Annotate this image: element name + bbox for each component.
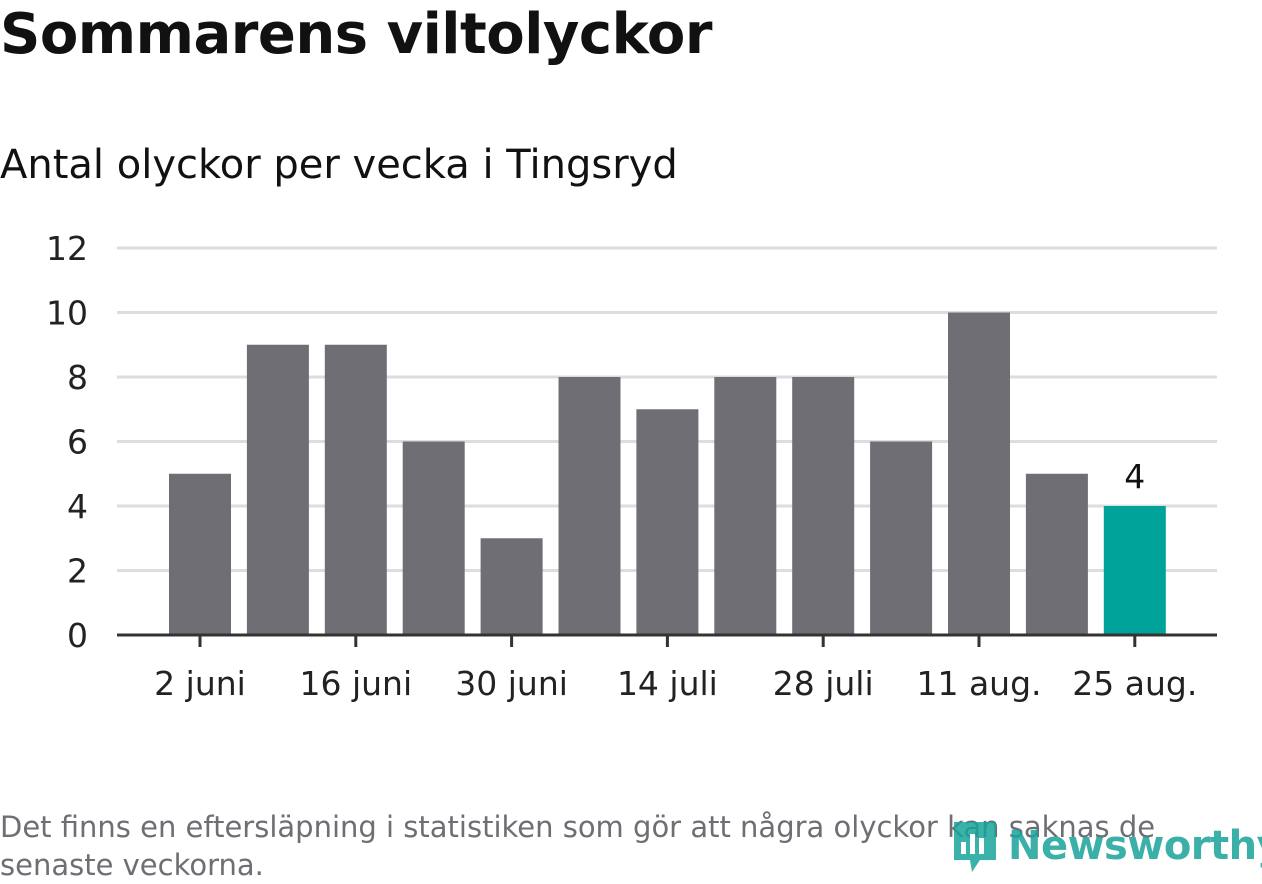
x-tick-label: 30 juni	[455, 664, 568, 703]
bar	[480, 538, 543, 635]
bar	[324, 344, 387, 635]
y-tick-label: 8	[67, 358, 88, 397]
newsworthy-logo: Newsworthy	[950, 816, 1262, 876]
newsworthy-logo-icon	[954, 822, 996, 872]
bar	[1103, 506, 1166, 635]
bar	[792, 377, 855, 635]
x-tick-label: 16 juni	[299, 664, 412, 703]
bar	[948, 312, 1010, 635]
chart-subtitle: Antal olyckor per vecka i Tingsryd	[0, 142, 678, 188]
data-labels: 4	[1124, 457, 1145, 496]
bar	[1025, 473, 1088, 635]
x-tick-label: 25 aug.	[1072, 664, 1197, 703]
x-tick-label: 2 juni	[154, 664, 246, 703]
x-tick-label: 28 juli	[773, 664, 874, 703]
chart-title: Sommarens viltolyckor	[0, 2, 712, 67]
bar	[402, 441, 465, 635]
bar	[169, 473, 231, 635]
x-tick-label: 11 aug.	[916, 664, 1041, 703]
bar	[246, 344, 309, 635]
y-tick-label: 0	[67, 616, 88, 655]
data-label: 4	[1124, 457, 1145, 496]
y-axis-tick-labels: 0 2 4 6 8 10 12	[46, 229, 88, 655]
bars	[169, 312, 1166, 635]
logo-wordmark: Newsworthy	[1008, 823, 1262, 869]
y-tick-label: 6	[67, 423, 88, 462]
x-axis-ticks: 2 juni 16 juni 30 juni 14 juli 28 juli 11 aug…	[154, 635, 1197, 703]
bar	[558, 377, 621, 635]
bar-chart: 0 2 4 6 8 10 12 2 juni 16 juni 30 juni 14 juli 28 …	[46, 229, 1217, 703]
bar	[714, 377, 777, 635]
y-tick-label: 4	[67, 487, 88, 526]
bar	[870, 441, 933, 635]
y-tick-label: 2	[67, 552, 88, 591]
y-tick-label: 12	[46, 229, 88, 268]
y-tick-label: 10	[46, 294, 88, 333]
x-tick-label: 14 juli	[617, 664, 718, 703]
bar	[636, 409, 699, 635]
